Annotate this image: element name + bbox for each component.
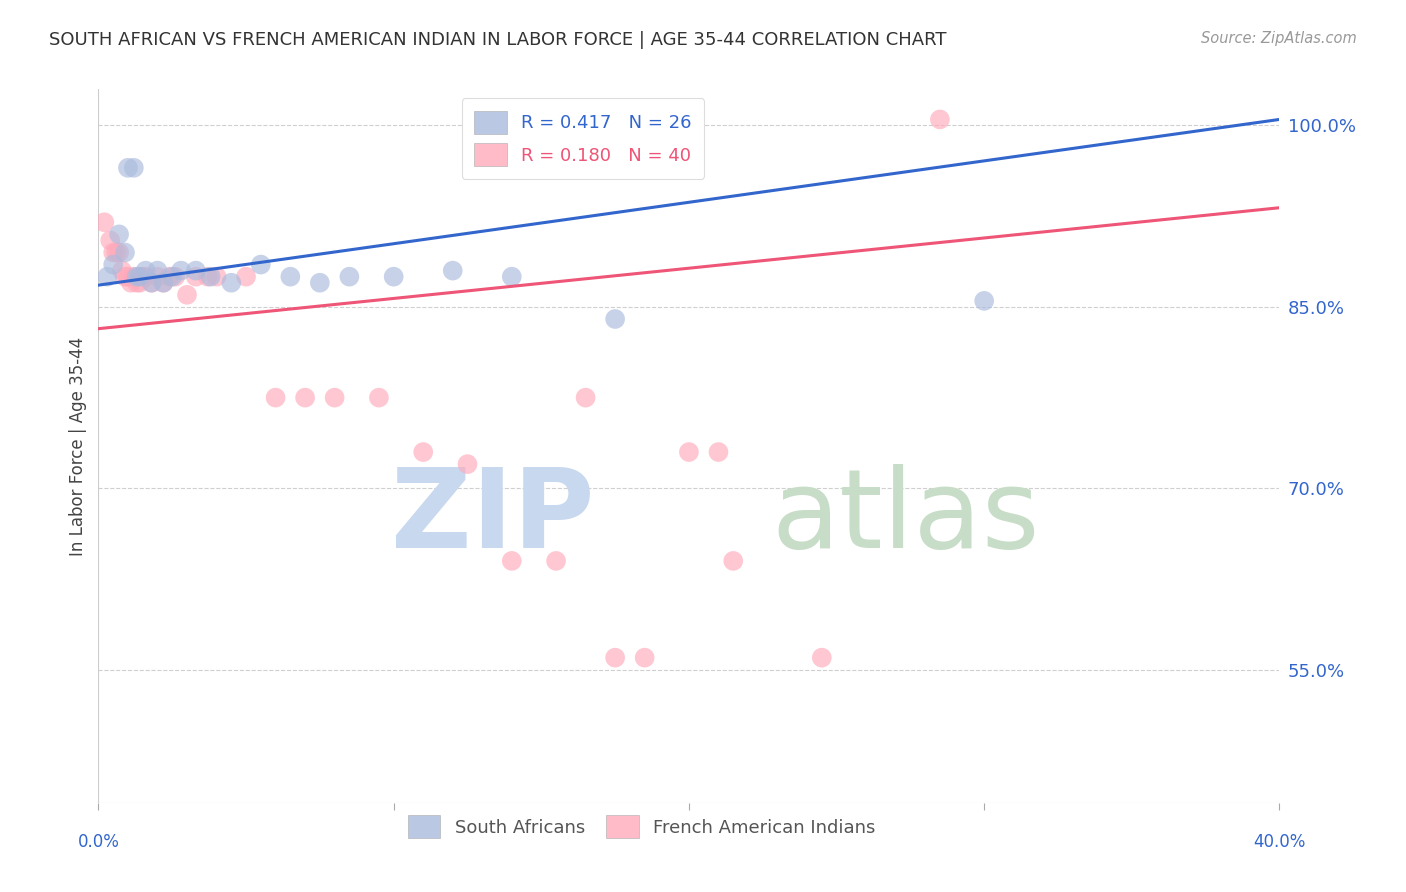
Point bbox=[122, 269, 145, 284]
Text: atlas: atlas bbox=[772, 464, 1040, 571]
Point bbox=[197, 269, 219, 284]
Point bbox=[128, 269, 150, 284]
Point bbox=[125, 269, 148, 284]
Point bbox=[103, 245, 125, 260]
Y-axis label: In Labor Force | Age 35-44: In Labor Force | Age 35-44 bbox=[69, 336, 87, 556]
Point bbox=[368, 391, 391, 405]
Point bbox=[441, 263, 464, 277]
Point bbox=[973, 293, 995, 308]
Point bbox=[280, 269, 302, 284]
Point bbox=[108, 227, 131, 242]
Point bbox=[605, 650, 627, 665]
Point bbox=[184, 269, 207, 284]
Point bbox=[141, 276, 163, 290]
Point bbox=[162, 269, 183, 284]
Point bbox=[132, 269, 155, 284]
Point bbox=[634, 650, 657, 665]
Point bbox=[605, 312, 627, 326]
Point bbox=[176, 288, 198, 302]
Point bbox=[96, 269, 118, 284]
Point bbox=[235, 269, 257, 284]
Point bbox=[707, 445, 730, 459]
Text: SOUTH AFRICAN VS FRENCH AMERICAN INDIAN IN LABOR FORCE | AGE 35-44 CORRELATION C: SOUTH AFRICAN VS FRENCH AMERICAN INDIAN … bbox=[49, 31, 946, 49]
Point bbox=[152, 276, 174, 290]
Point bbox=[117, 161, 139, 175]
Point bbox=[111, 263, 134, 277]
Point bbox=[105, 245, 128, 260]
Text: 0.0%: 0.0% bbox=[77, 833, 120, 851]
Point bbox=[184, 263, 207, 277]
Point bbox=[117, 269, 139, 284]
Point bbox=[98, 233, 121, 247]
Point bbox=[122, 161, 145, 175]
Point bbox=[323, 391, 346, 405]
Point bbox=[170, 263, 193, 277]
Text: ZIP: ZIP bbox=[391, 464, 595, 571]
Point bbox=[221, 276, 243, 290]
Point bbox=[678, 445, 700, 459]
Point bbox=[501, 554, 523, 568]
Point bbox=[929, 112, 952, 127]
Point bbox=[810, 650, 832, 665]
Point bbox=[157, 269, 180, 284]
Point bbox=[205, 269, 228, 284]
Point bbox=[141, 276, 163, 290]
Point bbox=[575, 391, 598, 405]
Point bbox=[120, 276, 142, 290]
Point bbox=[309, 276, 332, 290]
Point bbox=[108, 245, 131, 260]
Point bbox=[382, 269, 405, 284]
Point bbox=[152, 276, 174, 290]
Point bbox=[339, 269, 361, 284]
Point bbox=[165, 269, 187, 284]
Point bbox=[128, 276, 150, 290]
Point bbox=[457, 457, 479, 471]
Point bbox=[146, 263, 169, 277]
Point bbox=[546, 554, 568, 568]
Text: Source: ZipAtlas.com: Source: ZipAtlas.com bbox=[1201, 31, 1357, 46]
Point bbox=[93, 215, 115, 229]
Point bbox=[412, 445, 434, 459]
Point bbox=[146, 269, 169, 284]
Point bbox=[135, 269, 157, 284]
Legend: South Africans, French American Indians: South Africans, French American Indians bbox=[398, 806, 884, 847]
Point bbox=[294, 391, 316, 405]
Point bbox=[135, 263, 157, 277]
Point bbox=[114, 245, 136, 260]
Point bbox=[723, 554, 745, 568]
Text: 40.0%: 40.0% bbox=[1253, 833, 1306, 851]
Point bbox=[125, 276, 148, 290]
Point bbox=[264, 391, 287, 405]
Point bbox=[501, 269, 523, 284]
Point bbox=[114, 269, 136, 284]
Point bbox=[250, 258, 273, 272]
Point bbox=[200, 269, 222, 284]
Point bbox=[103, 258, 125, 272]
